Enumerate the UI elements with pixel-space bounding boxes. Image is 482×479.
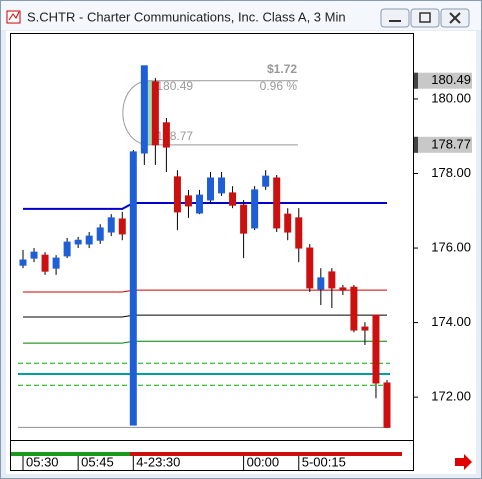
candle-body — [30, 251, 38, 259]
x-tick-label: 4-23:30 — [136, 454, 180, 469]
maximize-button[interactable] — [410, 8, 440, 28]
candle-body — [63, 241, 71, 257]
candle-body — [118, 218, 126, 235]
candle-body — [350, 286, 358, 331]
candle-body — [317, 277, 325, 290]
candle-body — [207, 177, 215, 201]
session-bar-green — [11, 452, 130, 456]
candle-body — [41, 254, 49, 272]
price-tag-stub — [414, 72, 418, 89]
candle-body — [273, 177, 281, 229]
candle-body — [383, 382, 391, 428]
x-tick-label: 5-00:15 — [302, 454, 346, 469]
candle-body — [52, 257, 60, 269]
candle-body — [284, 213, 292, 233]
price-tag-stub — [414, 136, 418, 153]
measure-highlight — [146, 80, 158, 145]
candle-body — [85, 235, 93, 245]
price-tag — [414, 72, 472, 89]
candle-body — [295, 217, 303, 249]
candle-body — [129, 151, 137, 426]
x-tick-label: 05:45 — [81, 454, 114, 469]
candle-body — [306, 247, 314, 289]
candle-body — [151, 81, 159, 146]
candle-body — [195, 194, 203, 214]
candle-body — [361, 326, 369, 331]
y-tick-label: 176.00 — [431, 239, 471, 254]
price-tag-label: 178.77 — [431, 136, 471, 151]
candle-body — [229, 192, 237, 206]
scroll-right-arrow[interactable] — [455, 454, 472, 470]
app-icon-glyph — [8, 11, 20, 21]
candle-body — [173, 176, 181, 213]
y-tick-label: 174.00 — [431, 314, 471, 329]
plot-area — [10, 33, 414, 441]
indicator-line — [23, 289, 387, 293]
app-icon — [6, 10, 21, 24]
session-bar-red — [130, 452, 402, 456]
candle-body — [328, 271, 336, 289]
indicator-line — [23, 314, 387, 318]
candle-body — [251, 189, 259, 229]
window-buttons — [380, 8, 470, 28]
measure-change: $1.72 — [267, 62, 297, 76]
indicator-line — [23, 201, 387, 210]
candle-body — [162, 122, 170, 148]
minimize-button[interactable] — [380, 8, 410, 28]
candle-body — [218, 177, 226, 194]
candle-body — [19, 259, 27, 266]
candle-body — [262, 175, 270, 187]
candle-body — [372, 314, 380, 384]
price-tag-label: 180.49 — [431, 72, 471, 87]
x-tick-label: 00:00 — [247, 454, 280, 469]
y-tick-label: 178.00 — [431, 165, 471, 180]
candle-body — [140, 65, 148, 154]
y-tick-label: 172.00 — [431, 389, 471, 404]
price-tag — [414, 136, 472, 153]
measure-percent: 0.96 % — [260, 79, 298, 93]
candle-body — [96, 227, 104, 241]
measure-from-label: 180.49 — [156, 79, 193, 93]
candle-body — [339, 287, 347, 291]
window-title: S.CHTR - Charter Communications, Inc. Cl… — [27, 9, 346, 24]
maximize-glyph — [419, 12, 431, 23]
candle-body — [240, 204, 248, 234]
candle-body — [184, 195, 192, 207]
candle-body — [74, 239, 82, 245]
chart: 172.00 174.00 176.00 178.00 180.00 05:30 05:45… — [18, 62, 472, 470]
close-glyph — [449, 12, 461, 24]
measure-to-label: 178.77 — [156, 129, 193, 143]
x-tick-label: 05:30 — [26, 454, 59, 469]
y-tick-label: 180.00 — [431, 90, 471, 105]
measure-arc — [122, 80, 147, 146]
candle-body — [107, 217, 115, 233]
indicator-line — [23, 340, 387, 344]
